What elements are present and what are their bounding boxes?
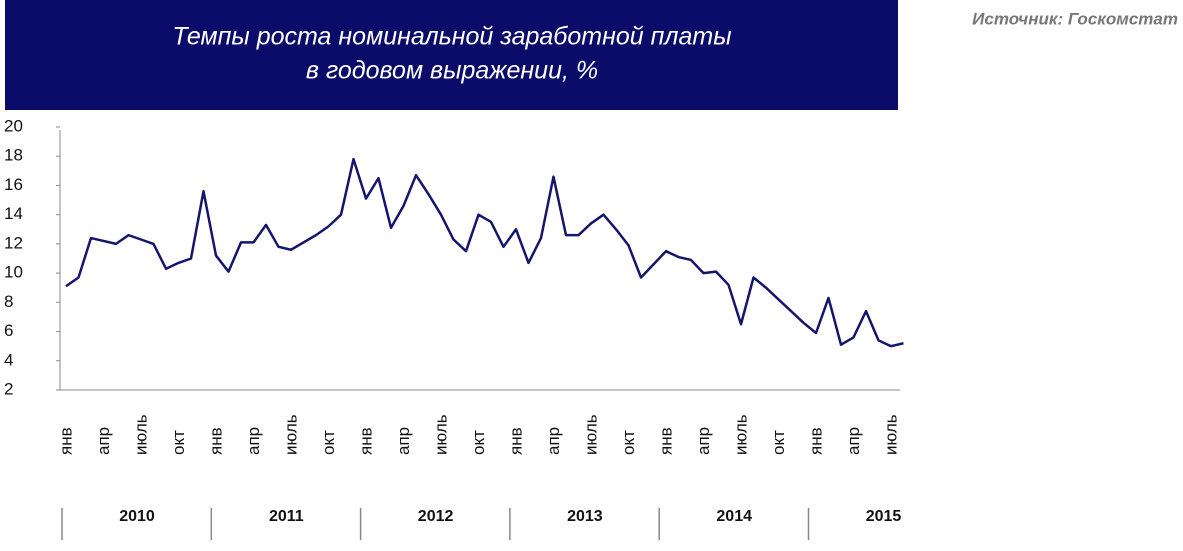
x-tick-label: июль xyxy=(731,414,750,455)
chart-title: в годовом выражении, % xyxy=(306,57,598,85)
x-tick-label: апр xyxy=(544,427,563,455)
y-tick-label: 10 xyxy=(4,263,23,282)
x-tick-label: апр xyxy=(394,427,413,455)
year-label: 2014 xyxy=(716,508,752,525)
x-tick-label: июль xyxy=(131,414,150,455)
year-label: 2013 xyxy=(567,508,603,525)
x-tick-label: янв xyxy=(506,427,525,455)
x-tick-label: апр xyxy=(94,427,113,455)
x-tick-label: янв xyxy=(806,427,825,455)
x-tick-label: окт xyxy=(169,430,188,455)
x-tick-label: апр xyxy=(844,427,863,455)
x-tick-label: июль xyxy=(881,414,900,455)
y-tick-label: 6 xyxy=(4,321,13,340)
data-line xyxy=(65,157,904,348)
y-tick-label: 16 xyxy=(4,175,23,194)
x-tick-label: июль xyxy=(581,414,600,455)
x-tick-label: апр xyxy=(244,427,263,455)
chart-title: Темпы роста номинальной заработной платы xyxy=(172,23,731,51)
y-tick-label: 4 xyxy=(4,350,13,369)
x-tick-label: янв xyxy=(56,427,75,455)
x-tick-label: янв xyxy=(656,427,675,455)
year-label: 2011 xyxy=(269,508,304,525)
y-tick-label: 18 xyxy=(4,146,23,165)
y-tick-label: 2 xyxy=(4,379,13,398)
y-tick-label: 14 xyxy=(4,204,23,223)
year-label: 2015 xyxy=(866,508,902,525)
x-tick-label: янв xyxy=(356,427,375,455)
x-tick-label: апр xyxy=(694,427,713,455)
x-tick-label: янв xyxy=(206,427,225,455)
title-box xyxy=(5,0,898,110)
source: Источник: Госкомстат xyxy=(972,9,1178,28)
x-tick-label: окт xyxy=(769,430,788,455)
x-tick-label: июль xyxy=(281,414,300,455)
y-tick-label: 8 xyxy=(4,292,13,311)
x-tick-label: окт xyxy=(319,430,338,455)
year-label: 2012 xyxy=(418,508,454,525)
x-tick-label: окт xyxy=(469,430,488,455)
y-tick-label: 12 xyxy=(4,233,23,252)
year-label: 2010 xyxy=(119,508,155,525)
y-tick-label: 20 xyxy=(4,116,23,135)
x-tick-label: окт xyxy=(619,430,638,455)
x-tick-label: июль xyxy=(431,414,450,455)
